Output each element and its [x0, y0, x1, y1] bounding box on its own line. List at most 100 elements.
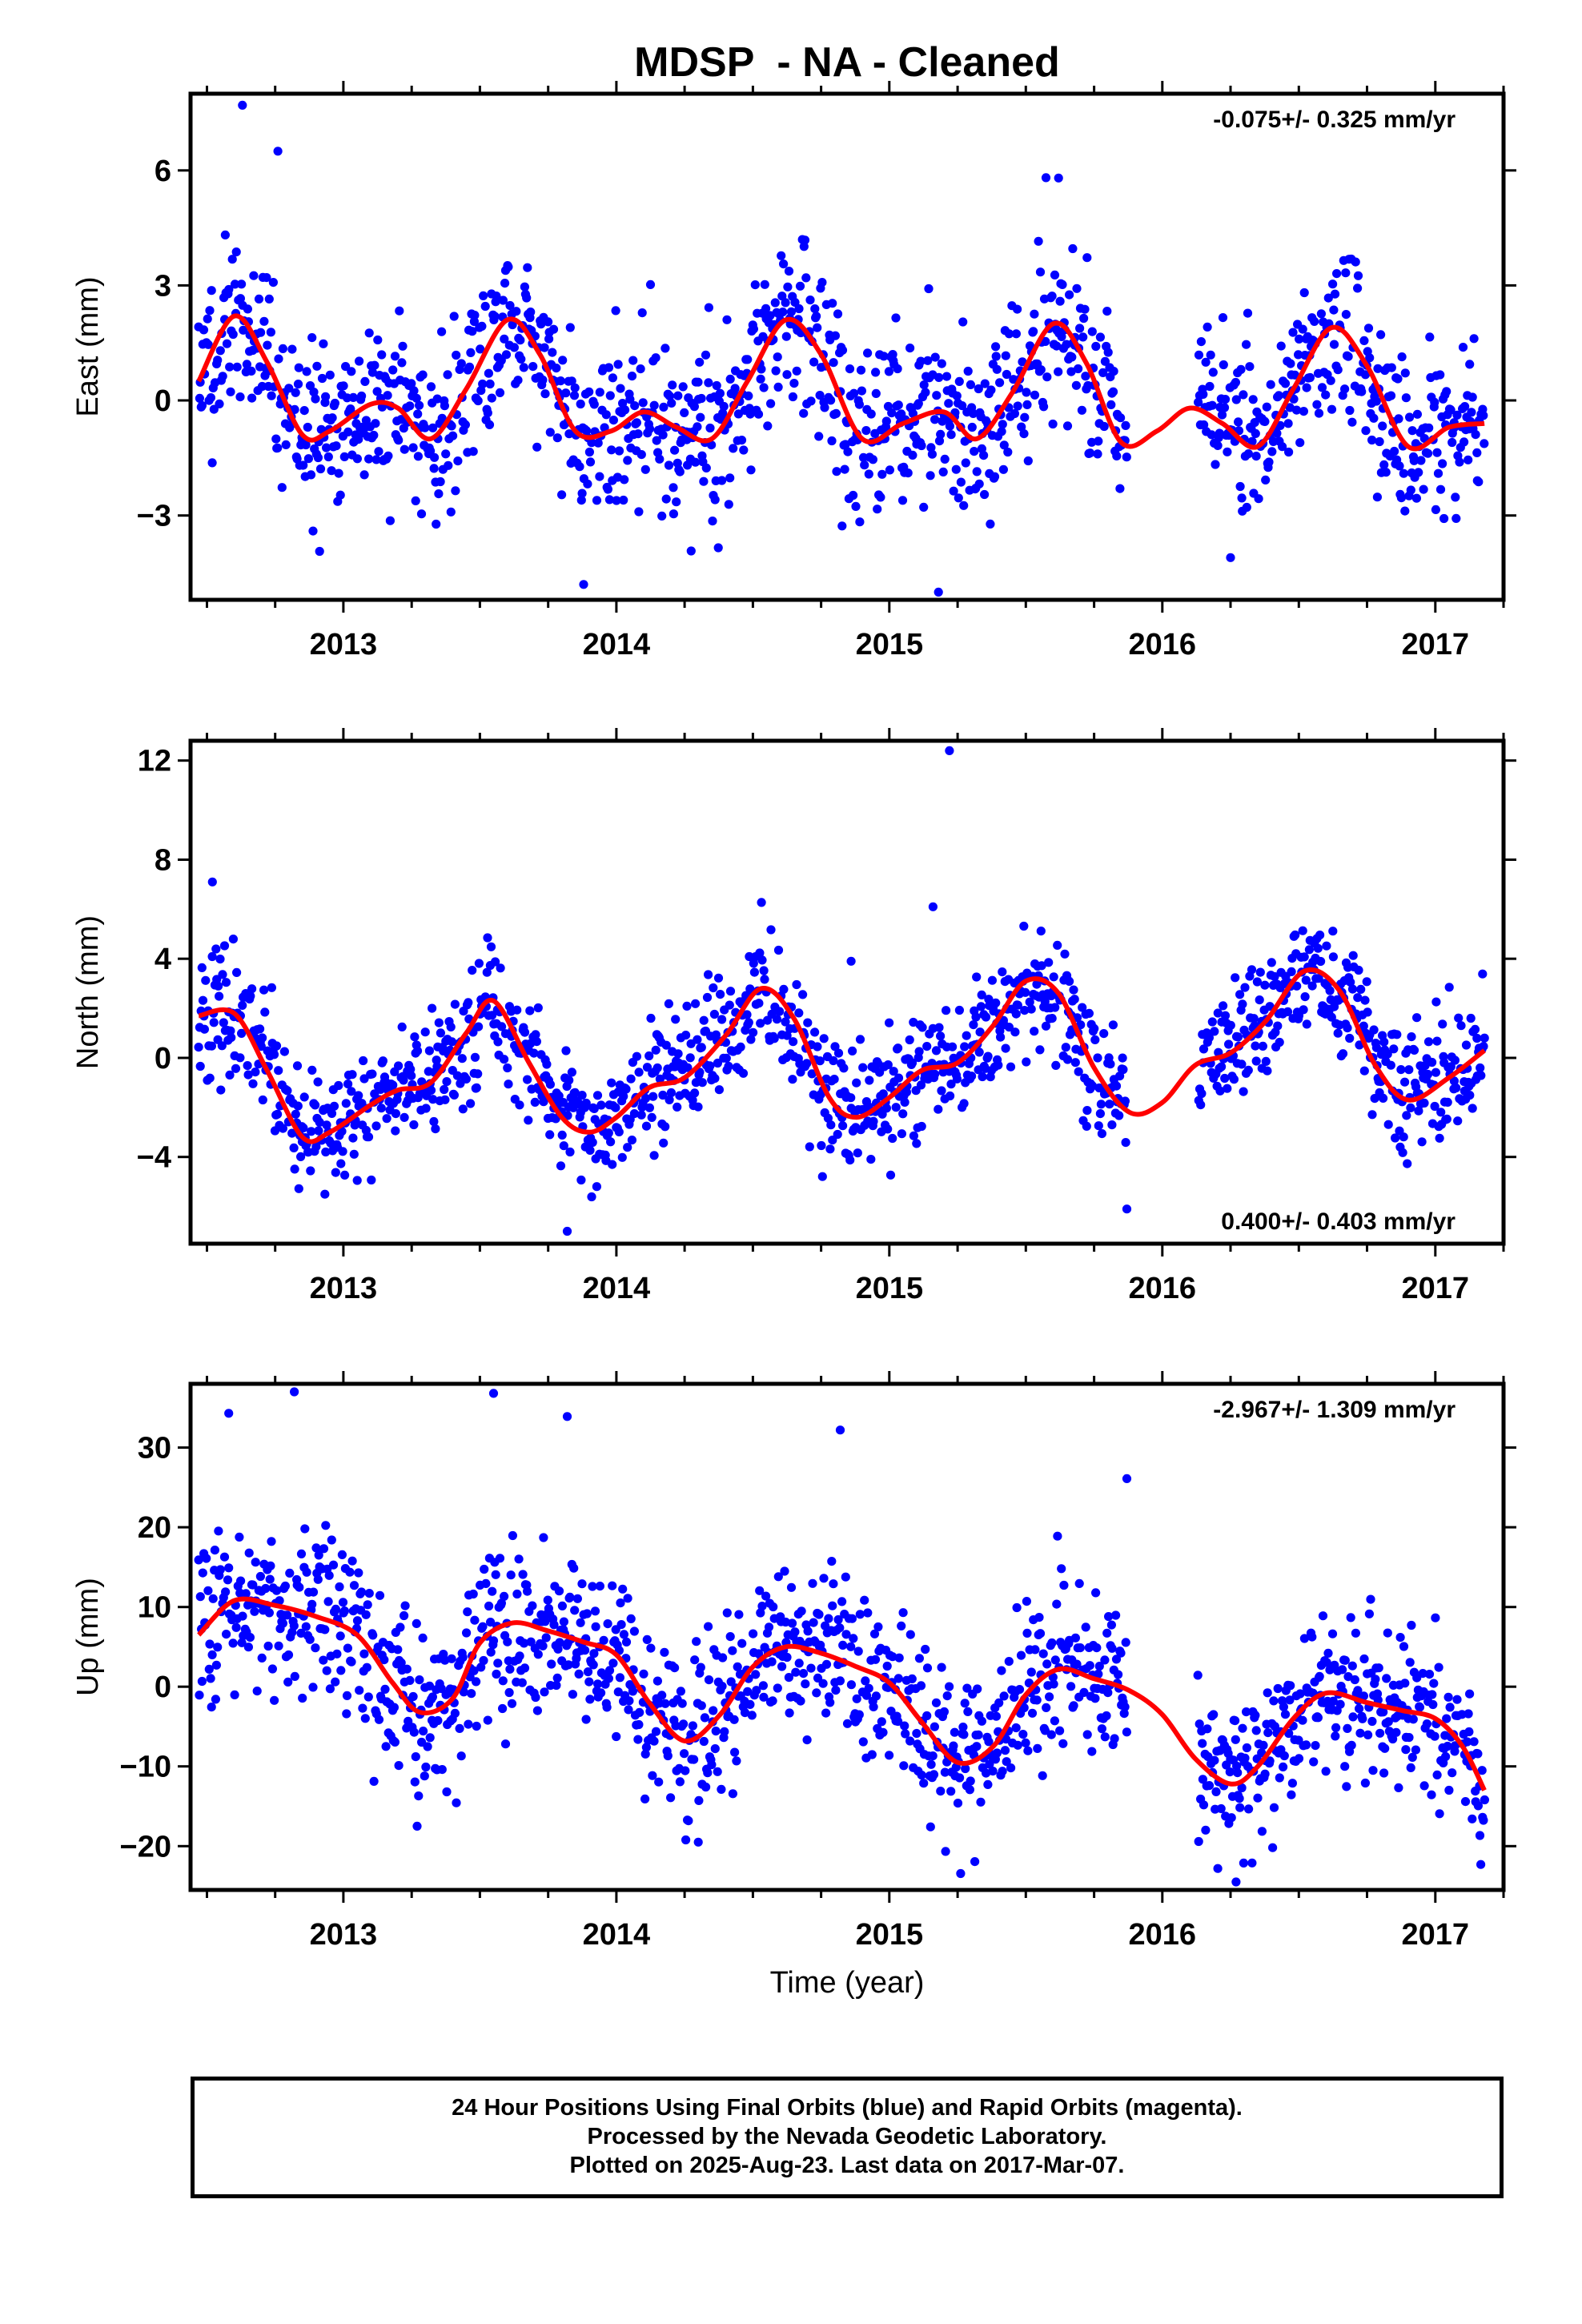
- data-point: [1245, 362, 1255, 372]
- data-point: [773, 352, 782, 362]
- data-point: [690, 1088, 700, 1098]
- data-point: [446, 507, 456, 517]
- data-point: [331, 441, 341, 451]
- data-point: [617, 1152, 627, 1162]
- data-point: [777, 292, 787, 301]
- data-point: [1456, 1021, 1466, 1031]
- data-point: [1119, 1709, 1129, 1719]
- data-point: [1280, 379, 1291, 388]
- data-point: [505, 1664, 515, 1674]
- data-point: [359, 1055, 368, 1066]
- data-point: [314, 1550, 323, 1560]
- data-point: [814, 432, 824, 441]
- data-point: [1465, 360, 1475, 369]
- data-point: [1118, 1053, 1127, 1063]
- data-point: [1469, 334, 1479, 344]
- data-point: [1207, 400, 1217, 410]
- outlier-point: [562, 1412, 572, 1421]
- data-point: [314, 1126, 323, 1136]
- data-point: [1284, 447, 1294, 457]
- data-point: [1029, 327, 1038, 336]
- data-point: [477, 321, 487, 331]
- data-point: [235, 1532, 244, 1542]
- data-point: [215, 1565, 225, 1574]
- data-point: [1332, 269, 1342, 279]
- data-point: [901, 1729, 910, 1739]
- data-point: [744, 1018, 753, 1027]
- data-point: [1211, 460, 1220, 469]
- data-point: [675, 467, 685, 476]
- data-point: [1105, 1100, 1114, 1109]
- data-point: [1199, 1800, 1209, 1810]
- data-point: [599, 1635, 608, 1645]
- data-point: [917, 1023, 927, 1032]
- data-point: [503, 1063, 512, 1073]
- data-point: [1475, 1831, 1485, 1840]
- data-point: [683, 1063, 693, 1072]
- data-point: [197, 1676, 207, 1687]
- data-point: [1307, 1632, 1317, 1642]
- data-point: [624, 1696, 634, 1706]
- data-point: [934, 436, 945, 446]
- data-point: [549, 1620, 559, 1630]
- data-point: [812, 312, 821, 321]
- data-point: [464, 1719, 473, 1729]
- data-point: [1058, 279, 1067, 289]
- data-point: [339, 1606, 349, 1616]
- data-point: [1004, 1657, 1014, 1667]
- data-point: [661, 344, 670, 353]
- data-point: [364, 454, 374, 464]
- data-point: [516, 354, 526, 364]
- data-point: [1114, 1111, 1124, 1120]
- x-tick-label: 2014: [583, 1918, 651, 1952]
- data-point: [900, 1721, 909, 1731]
- data-point: [1255, 967, 1265, 977]
- data-point: [1286, 1681, 1295, 1691]
- data-point: [623, 1143, 632, 1152]
- data-point: [1219, 403, 1230, 412]
- data-point: [287, 344, 297, 354]
- data-point: [1375, 436, 1384, 447]
- data-point: [363, 1132, 374, 1142]
- data-point: [565, 1592, 575, 1602]
- data-point: [538, 1641, 548, 1651]
- data-point: [452, 1798, 461, 1807]
- data-point: [1458, 343, 1468, 352]
- data-point: [919, 1779, 929, 1788]
- data-point: [1394, 1783, 1403, 1792]
- data-point: [1053, 940, 1062, 950]
- data-point: [629, 1626, 640, 1636]
- data-point: [226, 387, 235, 396]
- data-point: [1444, 983, 1454, 992]
- data-point: [231, 1063, 241, 1073]
- data-point: [779, 984, 789, 994]
- data-point: [838, 1640, 848, 1650]
- data-point: [1431, 1068, 1440, 1077]
- data-point: [1259, 1740, 1268, 1750]
- data-point: [1479, 1815, 1488, 1825]
- data-point: [1231, 973, 1240, 983]
- data-point: [295, 1582, 304, 1592]
- data-point: [879, 352, 889, 361]
- data-point: [724, 1061, 733, 1072]
- data-point: [462, 1628, 472, 1638]
- data-point: [506, 1570, 516, 1580]
- data-point: [1036, 365, 1046, 375]
- data-point: [713, 543, 723, 553]
- data-point: [937, 359, 946, 368]
- data-point: [557, 1130, 567, 1140]
- data-point: [415, 400, 424, 410]
- data-point: [204, 1664, 214, 1674]
- data-point: [241, 1589, 251, 1598]
- data-point: [1450, 1055, 1460, 1065]
- data-point: [746, 1035, 756, 1044]
- data-point: [803, 1626, 813, 1636]
- data-point: [959, 501, 969, 510]
- data-point: [1333, 1028, 1343, 1038]
- data-point: [990, 472, 1000, 481]
- data-point: [1346, 1613, 1355, 1622]
- data-point: [867, 1750, 877, 1759]
- data-point: [1301, 975, 1311, 985]
- data-point: [1075, 324, 1085, 333]
- data-point: [580, 1646, 590, 1655]
